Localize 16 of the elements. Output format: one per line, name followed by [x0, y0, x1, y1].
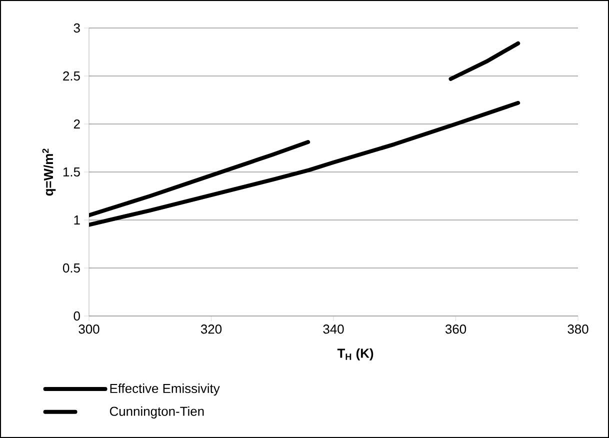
- y-tick-label: 0: [74, 311, 80, 321]
- legend-label: Effective Emissivity: [110, 384, 220, 396]
- x-tick-label: 360: [445, 324, 466, 334]
- x-tick-label: 300: [78, 324, 100, 334]
- legend-label: Cunnington-Tien: [110, 406, 204, 418]
- x-axis-title: T$_{H}$ (K): [337, 348, 374, 360]
- x-tick-label: 380: [568, 324, 588, 334]
- y-tick-label: 2: [74, 119, 80, 129]
- y-tick-label: 2.5: [63, 71, 80, 81]
- y-axis-title: q=W/m$^{2}$: [42, 148, 56, 196]
- y-tick-label: 3: [74, 23, 80, 33]
- y-tick-label: 1.5: [63, 167, 80, 177]
- y-tick-label: 1: [74, 216, 80, 224]
- x-tick-label: 340: [323, 324, 344, 334]
- y-tick-label: 0.5: [62, 263, 80, 273]
- x-tick-label: 320: [200, 324, 222, 334]
